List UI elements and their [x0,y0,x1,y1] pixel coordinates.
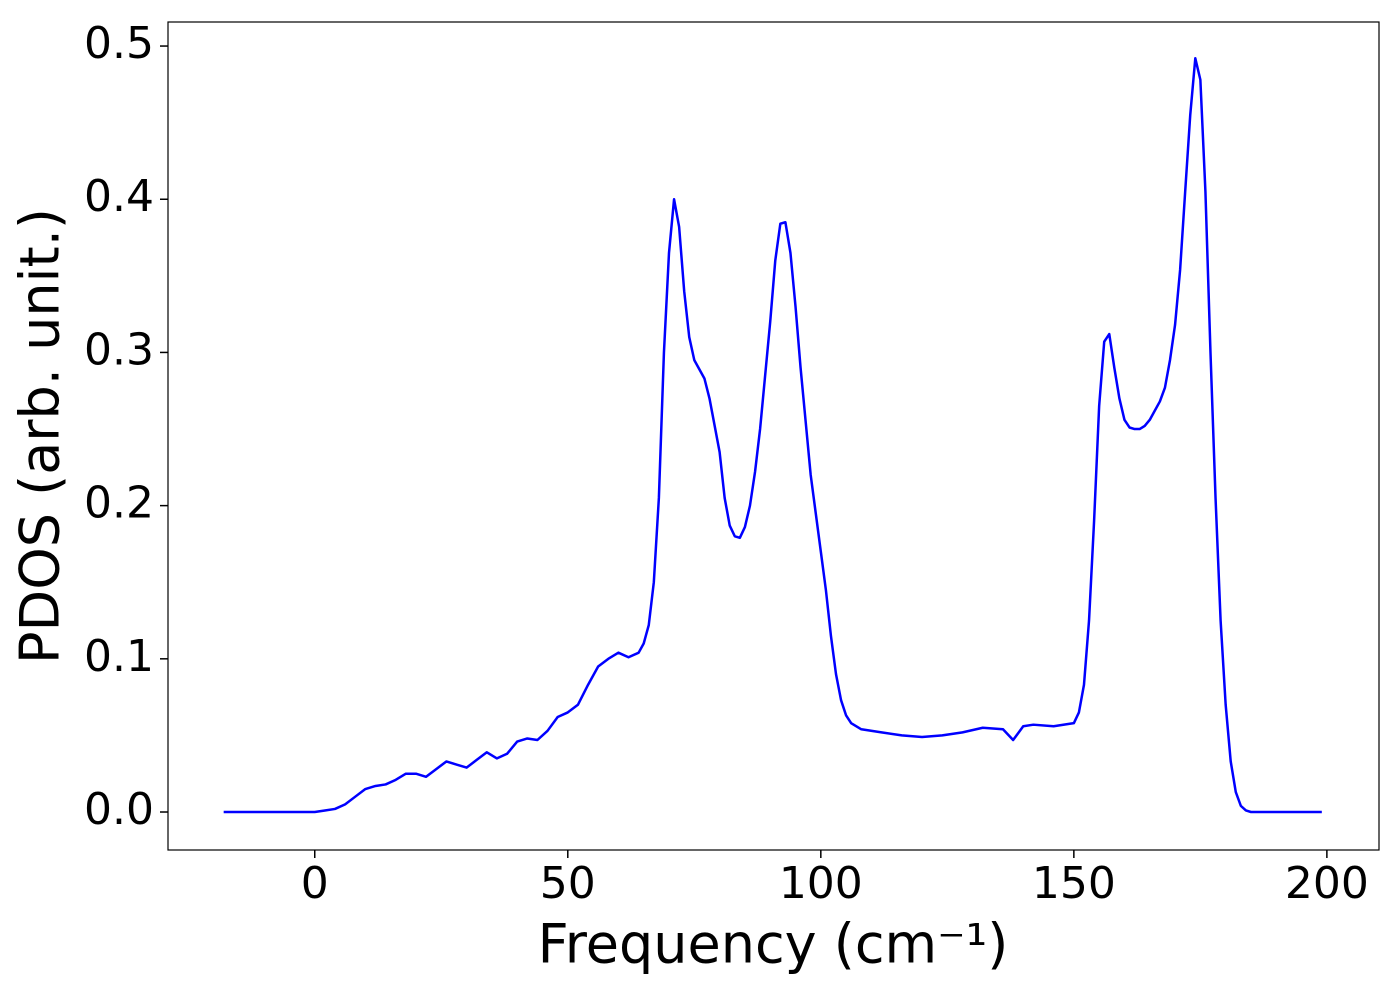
x-tick-label: 200 [1285,858,1369,909]
y-tick-label: 0.1 [84,631,154,682]
y-tick-label: 0.4 [84,171,154,222]
x-tick-label: 0 [301,858,329,909]
x-axis-label: Frequency (cm⁻¹) [538,913,1009,976]
y-tick-label: 0.0 [84,784,154,835]
y-tick-label: 0.5 [84,18,154,69]
x-tick-label: 100 [779,858,863,909]
y-tick-label: 0.3 [84,324,154,375]
plot-frame [167,21,1380,851]
line-series [223,57,1322,814]
y-axis-label: PDOS (arb. unit.) [9,208,72,664]
y-tick-label: 0.2 [84,478,154,529]
x-tick-label: 50 [540,858,596,909]
x-tick-label: 150 [1032,858,1116,909]
